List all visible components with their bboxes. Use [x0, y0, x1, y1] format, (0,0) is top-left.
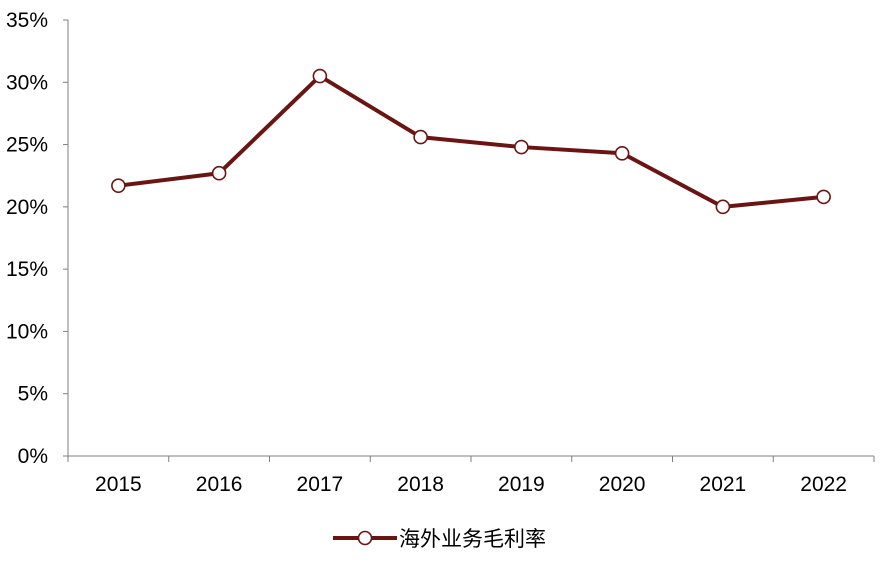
- data-point-marker: [715, 199, 731, 215]
- data-point-marker: [514, 139, 529, 155]
- x-tick-label: 2020: [599, 473, 646, 496]
- y-tick-label: 15%: [6, 258, 48, 281]
- series-layer: [111, 68, 831, 215]
- y-tick-label: 5%: [18, 383, 48, 406]
- axes: [67, 20, 874, 457]
- x-tick-label: 2015: [95, 473, 142, 496]
- y-tick-label: 0%: [18, 445, 48, 468]
- y-tick-label: 20%: [6, 196, 48, 219]
- data-point-marker: [816, 189, 831, 205]
- y-tick-label: 30%: [6, 71, 48, 94]
- data-point-marker: [312, 68, 328, 84]
- x-tick-label: 2017: [297, 473, 344, 496]
- y-tick-label: 25%: [6, 134, 48, 157]
- y-tick-label: 35%: [6, 9, 48, 32]
- legend-label: 海外业务毛利率: [399, 528, 546, 551]
- y-tick-label: 10%: [6, 320, 48, 343]
- series-line: [118, 74, 824, 209]
- x-tick-label: 2018: [397, 473, 444, 496]
- x-tick-label: 2019: [498, 473, 545, 496]
- data-point-marker: [211, 165, 227, 181]
- data-point-marker: [413, 129, 428, 145]
- data-point-marker: [614, 145, 630, 161]
- x-tick-label: 2016: [196, 473, 243, 496]
- x-tick-label: 2022: [800, 473, 847, 496]
- data-point-marker: [111, 178, 126, 193]
- legend-swatch: [333, 530, 397, 546]
- x-tick-label: 2021: [700, 473, 747, 496]
- x-axis-ticks: 2015 2016 2017 2018 2019 2020 2021 2022: [67, 456, 875, 496]
- y-axis-ticks: 0% 5% 10% 15% 20% 25% 30% 35%: [6, 9, 68, 468]
- legend: 海外业务毛利率: [333, 522, 546, 554]
